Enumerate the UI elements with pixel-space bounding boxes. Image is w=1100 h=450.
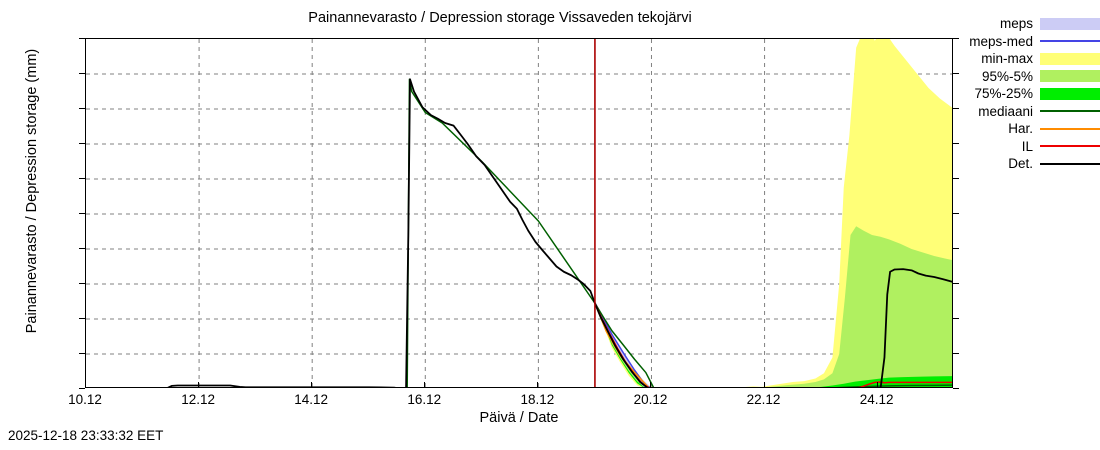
legend-line-swatch [1040,40,1100,43]
x-tick-mark [311,382,313,388]
legend-item-meps: meps [962,15,1100,33]
y-tick-mark [79,318,85,319]
legend-item-meps-med: meps-med [962,33,1100,51]
y-axis-label: Painannevarasto / Depression storage (mm… [24,48,40,334]
y-tick-mark [79,73,85,74]
y-tick-mark [953,178,959,179]
y-tick-mark [953,38,959,39]
x-tick-label: 18.12 [520,392,555,407]
y-tick-mark [79,38,85,39]
line-meps-med [594,302,652,387]
legend-line-swatch [1040,110,1100,113]
legend-label: 95%-5% [981,68,1033,84]
legend-swatch [1040,52,1100,65]
legend-label: Har. [1008,121,1033,137]
x-tick-label: 12.12 [181,392,215,407]
band-95%-5% [594,226,952,387]
band-75%-25% [594,302,952,387]
legend-line-swatch [1040,162,1100,165]
legend-label: meps [999,16,1033,32]
x-tick-label: 20.12 [633,392,668,407]
chart-title: Painannevarasto / Depression storage Vis… [308,10,692,26]
x-tick-mark [85,382,86,388]
legend-item-75-25-: 75%-25% [962,85,1100,103]
legend-item-min-max: min-max [962,50,1100,68]
y-tick-mark [953,248,959,249]
x-tick-label: 10.12 [68,392,102,407]
x-tick-mark [763,382,765,388]
y-tick-mark [79,283,85,284]
legend-item-mediaani: mediaani [962,103,1100,121]
legend-label: IL [1021,138,1033,154]
line-mediaani [406,78,952,387]
x-tick-mark [198,382,200,388]
y-tick-mark [79,178,85,179]
y-tick-mark [79,108,85,109]
legend-swatch [1040,87,1100,100]
y-tick-mark [953,73,959,74]
legend-line-swatch [1040,145,1100,148]
y-tick-mark [953,213,959,214]
y-tick-mark [953,353,959,354]
legend-label: mediaani [978,103,1033,119]
legend-item-det-: Det. [962,155,1100,173]
x-tick-label: 22.12 [746,392,781,407]
y-tick-mark [79,248,85,249]
y-tick-mark [79,388,85,389]
legend-item-95-5-: 95%-5% [962,68,1100,86]
legend-label: Det. [1008,156,1033,172]
y-tick-mark [953,388,959,389]
x-tick-label: 14.12 [294,392,329,407]
legend-swatch [1040,70,1100,83]
legend-label: meps-med [969,33,1033,49]
y-tick-mark [953,108,959,109]
y-tick-mark [79,213,85,214]
y-tick-mark [953,143,959,144]
y-tick-mark [953,318,959,319]
legend-item-har-: Har. [962,120,1100,138]
legend-item-il: IL [962,138,1100,156]
x-tick-mark [537,382,539,388]
x-tick-mark [876,382,878,388]
y-tick-mark [79,143,85,144]
legend-swatch [1040,17,1100,30]
timestamp: 2025-12-18 23:33:32 EET [8,428,164,443]
legend-label: min-max [981,51,1033,67]
y-tick-mark [79,353,85,354]
x-axis-label: Päivä / Date [479,410,559,426]
plot-area [85,38,953,388]
x-tick-mark [650,382,652,388]
x-tick-mark [424,382,426,388]
x-tick-label: 24.12 [859,392,894,407]
chart-canvas [86,39,952,387]
legend-label: 75%-25% [974,86,1033,102]
y-tick-mark [953,283,959,284]
chart-legend: meps meps-med min-max 95%-5% 75%-25% mediaani… [962,15,1100,173]
legend-line-swatch [1040,127,1100,130]
line-Det. [167,78,952,387]
x-tick-label: 16.12 [407,392,442,407]
